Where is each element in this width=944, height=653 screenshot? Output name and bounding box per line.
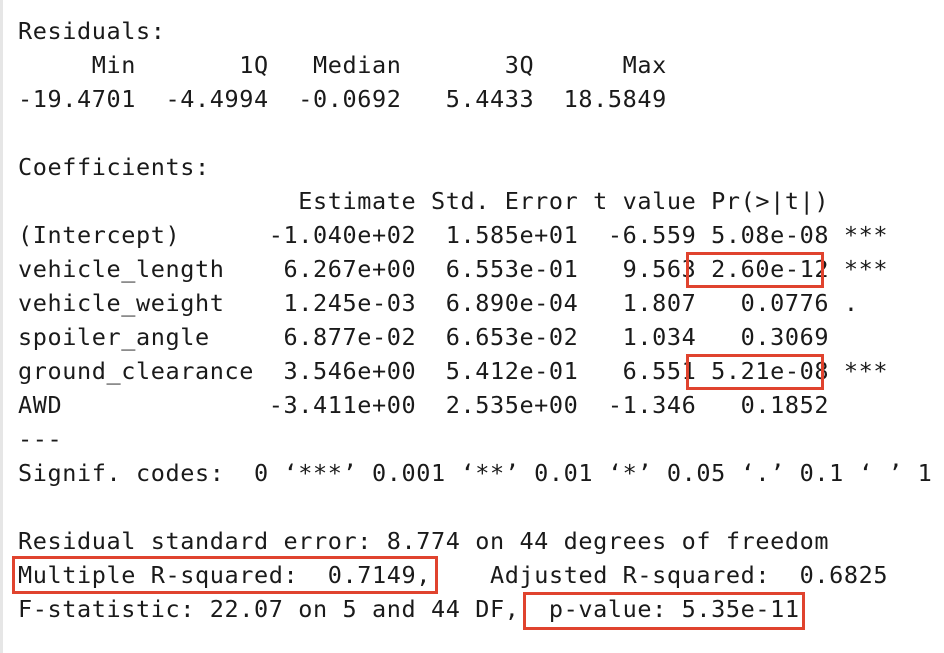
coef-row-intercept: (Intercept) -1.040e+02 1.585e+01 -6.559 … xyxy=(18,221,889,249)
blank-line xyxy=(18,116,932,150)
coefficients-column-headers: Estimate Std. Error t value Pr(>|t|) xyxy=(18,187,889,215)
panel-left-border xyxy=(0,0,3,653)
coef-row-spoiler-angle: spoiler_angle 6.877e-02 6.653e-02 1.034 … xyxy=(18,323,889,351)
highlight-box-vehicle-length-pvalue xyxy=(686,252,824,288)
coefficients-header: Coefficients: xyxy=(18,153,210,181)
f-statistic-line: F-statistic: 22.07 on 5 and 44 DF, p-val… xyxy=(18,595,800,623)
r-squared-line: Multiple R-squared: 0.7149, Adjusted R-s… xyxy=(18,561,903,589)
coef-row-ground-clearance: ground_clearance 3.546e+00 5.412e-01 6.5… xyxy=(18,357,889,385)
residuals-quantile-values: -19.4701 -4.4994 -0.0692 5.4433 18.5849 xyxy=(18,85,682,113)
signif-codes: Signif. codes: 0 ‘***’ 0.001 ‘**’ 0.01 ‘… xyxy=(18,459,933,487)
coef-row-vehicle-weight: vehicle_weight 1.245e-03 6.890e-04 1.807… xyxy=(18,289,889,317)
residual-standard-error: Residual standard error: 8.774 on 44 deg… xyxy=(18,527,830,555)
coef-row-awd: AWD -3.411e+00 2.535e+00 -1.346 0.1852 xyxy=(18,391,889,419)
highlight-box-multiple-r-squared xyxy=(12,556,438,594)
coef-row-vehicle-length: vehicle_length 6.267e+00 6.553e-01 9.563… xyxy=(18,255,889,283)
highlight-box-model-pvalue xyxy=(523,592,805,630)
separator-line: --- xyxy=(18,425,63,453)
residuals-header: Residuals: xyxy=(18,17,166,45)
blank-line xyxy=(18,490,932,524)
residuals-quantile-labels: Min 1Q Median 3Q Max xyxy=(18,51,682,79)
r-console-output: Residuals: Min 1Q Median 3Q Max -19.4701… xyxy=(18,14,932,626)
highlight-box-ground-clearance-pvalue xyxy=(686,354,824,390)
